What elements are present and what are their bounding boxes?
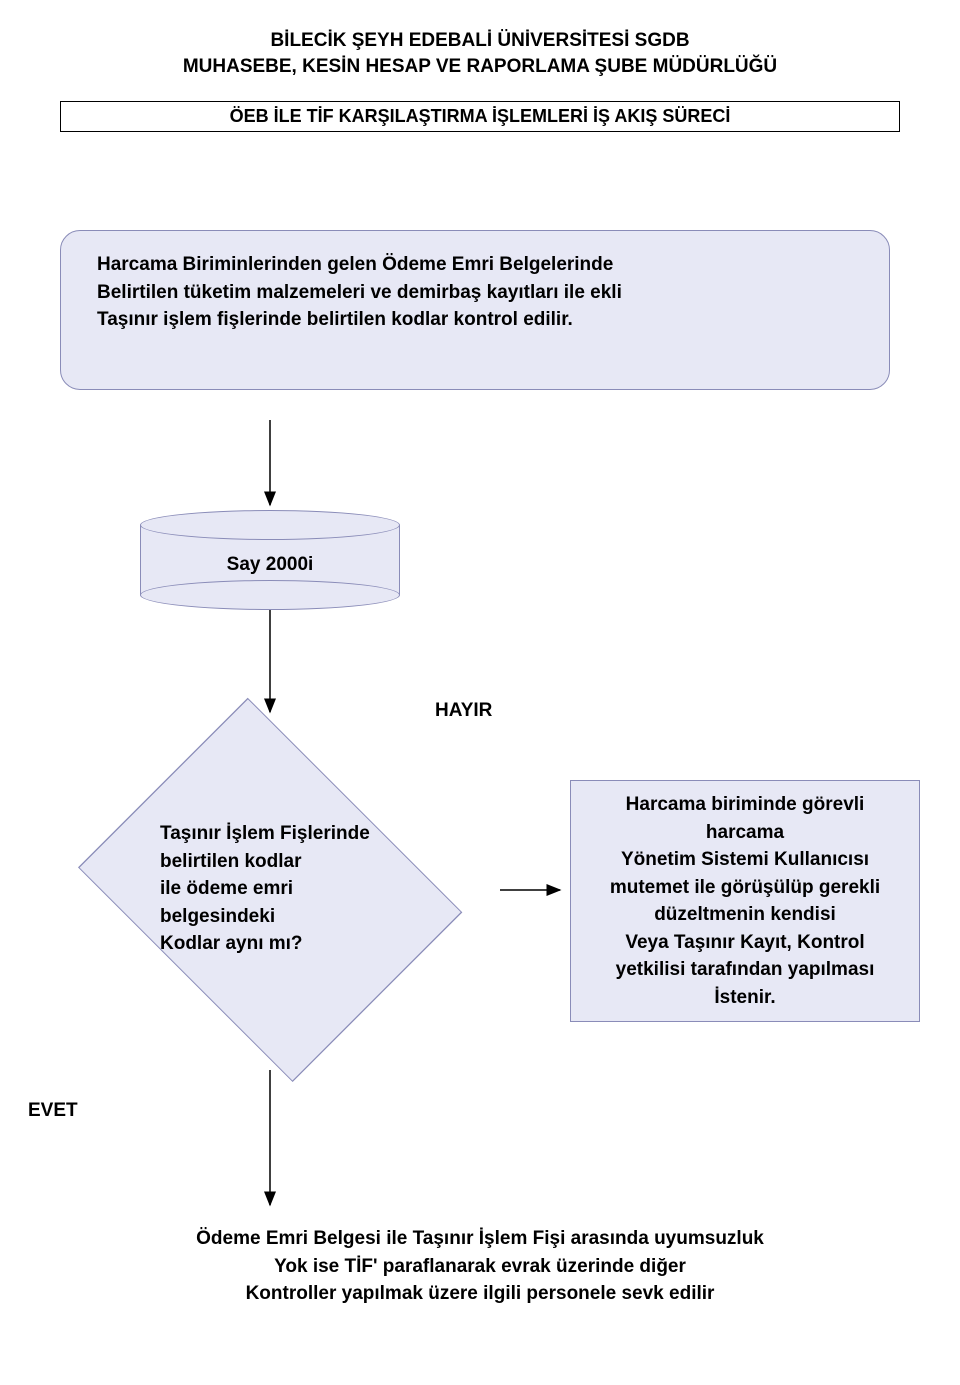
node-database: Say 2000i bbox=[140, 510, 400, 610]
node-start: Harcama Biriminlerinden gelen Ödeme Emri… bbox=[60, 230, 890, 390]
node-decision: Taşınır İşlem Fişlerindebelirtilen kodla… bbox=[55, 720, 485, 1060]
subtitle-box: ÖEB İLE TİF KARŞILAŞTIRMA İŞLEMLERİ İŞ A… bbox=[60, 101, 900, 132]
header-line-2: MUHASEBE, KESİN HESAP VE RAPORLAMA ŞUBE … bbox=[0, 54, 960, 80]
node-action: Harcama biriminde görevli harcamaYönetim… bbox=[570, 780, 920, 1022]
subtitle-text: ÖEB İLE TİF KARŞILAŞTIRMA İŞLEMLERİ İŞ A… bbox=[230, 106, 731, 126]
node-end: Ödeme Emri Belgesi ile Taşınır İşlem Fiş… bbox=[130, 1225, 830, 1308]
diamond-text: Taşınır İşlem Fişlerindebelirtilen kodla… bbox=[160, 820, 370, 958]
flowchart: Harcama Biriminlerinden gelen Ödeme Emri… bbox=[0, 140, 960, 1385]
edge-label-hayir: HAYIR bbox=[435, 700, 492, 722]
cylinder-top bbox=[140, 510, 400, 540]
edge-label-evet: EVET bbox=[28, 1100, 78, 1122]
header-line-1: BİLECİK ŞEYH EDEBALİ ÜNİVERSİTESİ SGDB bbox=[0, 28, 960, 54]
cylinder-label: Say 2000i bbox=[140, 554, 400, 576]
cylinder-bottom bbox=[140, 580, 400, 610]
page-header: BİLECİK ŞEYH EDEBALİ ÜNİVERSİTESİ SGDB M… bbox=[0, 0, 960, 79]
